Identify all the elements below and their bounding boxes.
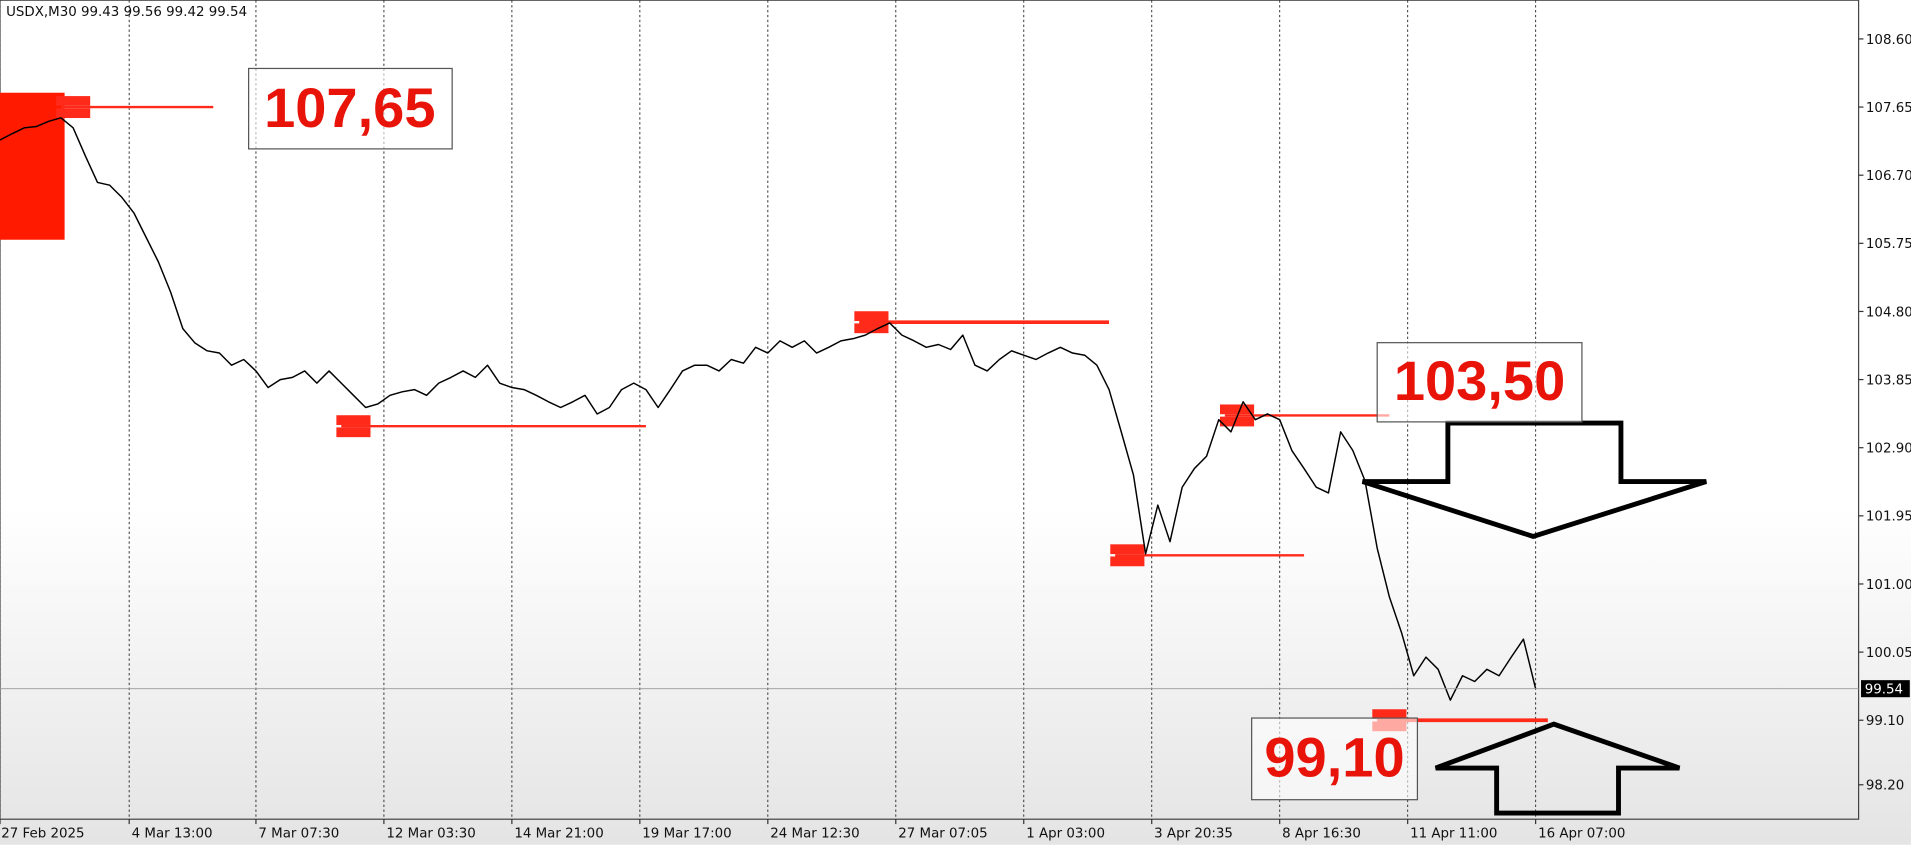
x-tick-label: 4 Mar 13:00: [132, 826, 213, 841]
y-tick-label: 107.65: [1866, 101, 1911, 116]
chart-title: USDX,M30 99.43 99.56 99.42 99.54: [6, 5, 247, 20]
level-marker: [1110, 556, 1145, 567]
level-marker: [56, 96, 91, 106]
plot-frame: [0, 0, 1860, 820]
level-marker: [854, 323, 889, 334]
zone: [0, 92, 65, 240]
y-tick-label: 101.95: [1866, 510, 1911, 525]
up-arrow: [1434, 721, 1681, 816]
x-tick-label: 24 Mar 12:30: [770, 826, 859, 841]
y-tick-label: 98.20: [1866, 779, 1904, 794]
x-tick-label: 14 Mar 21:00: [514, 826, 603, 841]
level-marker: [854, 311, 889, 321]
y-tick-label: 106.70: [1866, 169, 1911, 184]
price-line: [0, 117, 1537, 701]
x-tick-label: 27 Feb 2025: [1, 826, 84, 841]
level-marker: [1219, 404, 1255, 415]
x-tick-label: 16 Apr 07:00: [1538, 826, 1625, 841]
level-marker: [1372, 709, 1407, 720]
annotation: 107,65: [264, 76, 435, 139]
y-tick-label: 104.80: [1866, 305, 1911, 320]
y-tick-label: 102.90: [1866, 442, 1911, 457]
level-marker: [1110, 544, 1145, 555]
x-tick-label: 3 Apr 20:35: [1154, 826, 1233, 841]
annotation-box: [1251, 717, 1419, 801]
down-arrow: [1361, 420, 1707, 540]
current-price-label: 99.54: [1865, 683, 1903, 698]
current-price-box: [1861, 680, 1910, 698]
y-tick-label: 105.75: [1866, 237, 1911, 252]
annotation: 99,10: [1264, 726, 1404, 789]
x-tick-label: 7 Mar 07:30: [258, 826, 339, 841]
annotation: 103,50: [1394, 349, 1565, 412]
x-tick-label: 8 Apr 16:30: [1282, 826, 1361, 841]
y-tick-label: 108.60: [1866, 33, 1911, 48]
x-tick-label: 11 Apr 11:00: [1410, 826, 1497, 841]
annotation-box: [248, 67, 453, 150]
x-tick-label: 27 Mar 07:05: [898, 826, 987, 841]
y-tick-label: 101.00: [1866, 578, 1911, 593]
x-tick-label: 1 Apr 03:00: [1026, 826, 1105, 841]
x-tick-label: 19 Mar 17:00: [642, 826, 731, 841]
annotation-box: [1376, 342, 1583, 423]
y-tick-label: 99.10: [1866, 714, 1904, 729]
y-tick-label: 103.85: [1866, 373, 1911, 388]
x-tick-label: 12 Mar 03:30: [386, 826, 475, 841]
level-marker: [336, 427, 371, 438]
level-marker: [336, 415, 371, 425]
y-tick-label: 100.05: [1866, 646, 1911, 661]
level-marker: [56, 108, 91, 119]
level-marker: [1219, 416, 1255, 427]
